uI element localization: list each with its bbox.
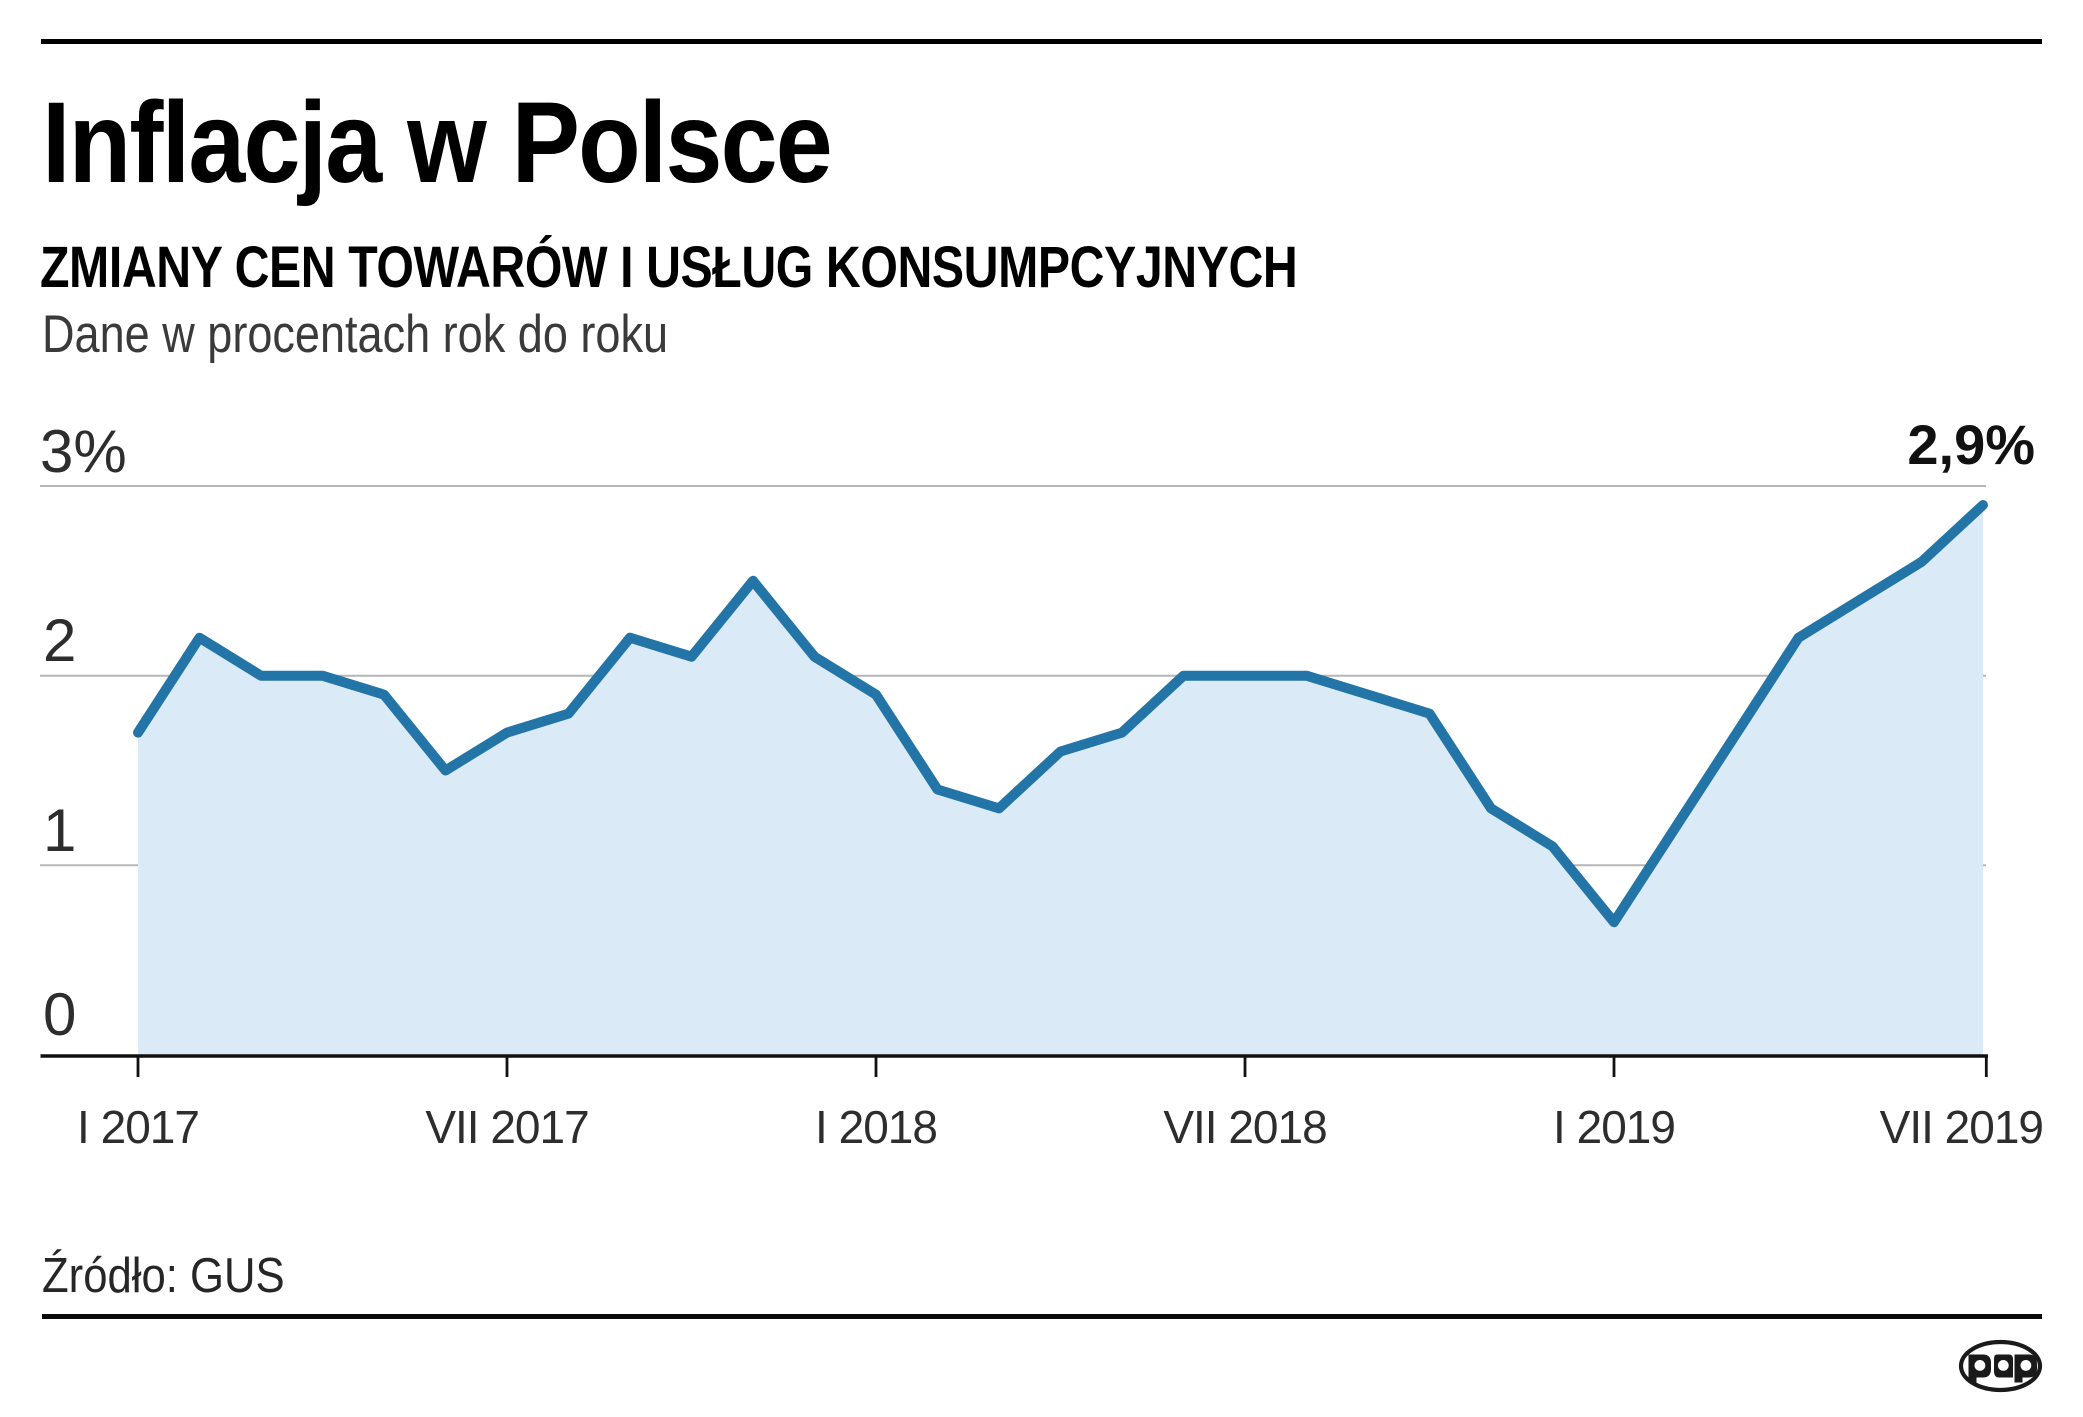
svg-text:2: 2 <box>43 607 76 674</box>
svg-text:I 2018: I 2018 <box>815 1101 937 1153</box>
svg-text:3%: 3% <box>40 418 127 485</box>
svg-text:0: 0 <box>43 981 76 1048</box>
svg-text:VII 2018: VII 2018 <box>1163 1101 1326 1153</box>
svg-text:VII 2017: VII 2017 <box>425 1101 588 1153</box>
svg-text:2,9%: 2,9% <box>1907 413 2035 476</box>
svg-text:VII 2019: VII 2019 <box>1880 1101 2043 1153</box>
svg-text:I 2017: I 2017 <box>77 1101 199 1153</box>
svg-text:1: 1 <box>43 797 76 864</box>
svg-text:I 2019: I 2019 <box>1553 1101 1675 1153</box>
